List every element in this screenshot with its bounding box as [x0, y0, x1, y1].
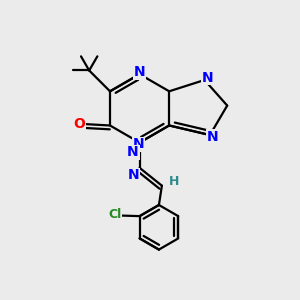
Text: N: N [207, 130, 219, 144]
Text: H: H [169, 175, 179, 188]
Text: N: N [202, 70, 213, 85]
Text: N: N [128, 168, 140, 182]
Text: N: N [133, 137, 145, 152]
Text: N: N [127, 145, 139, 159]
Text: O: O [74, 117, 85, 131]
Text: N: N [134, 65, 146, 79]
Text: Cl: Cl [108, 208, 122, 221]
